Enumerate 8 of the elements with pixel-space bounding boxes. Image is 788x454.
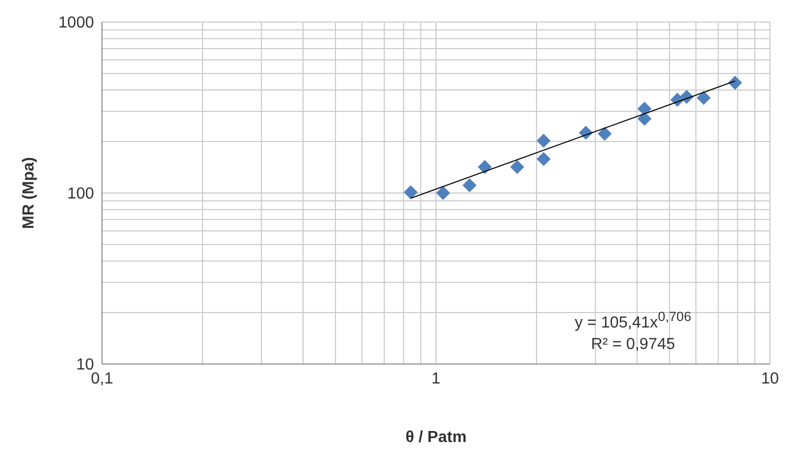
x-axis-title: θ / Patm [405, 429, 467, 446]
x-tick-label: 10 [761, 370, 779, 388]
annotation: R² = 0,9745 [590, 335, 676, 356]
y-tick-label: 1000 [58, 14, 94, 32]
annotation: y = 105,41x$^{0,706}$ [574, 308, 692, 334]
x-tick-label: 1 [432, 370, 441, 388]
y-tick-label: 100 [67, 186, 94, 203]
y-axis-title: MR (Mpa) [20, 157, 38, 229]
